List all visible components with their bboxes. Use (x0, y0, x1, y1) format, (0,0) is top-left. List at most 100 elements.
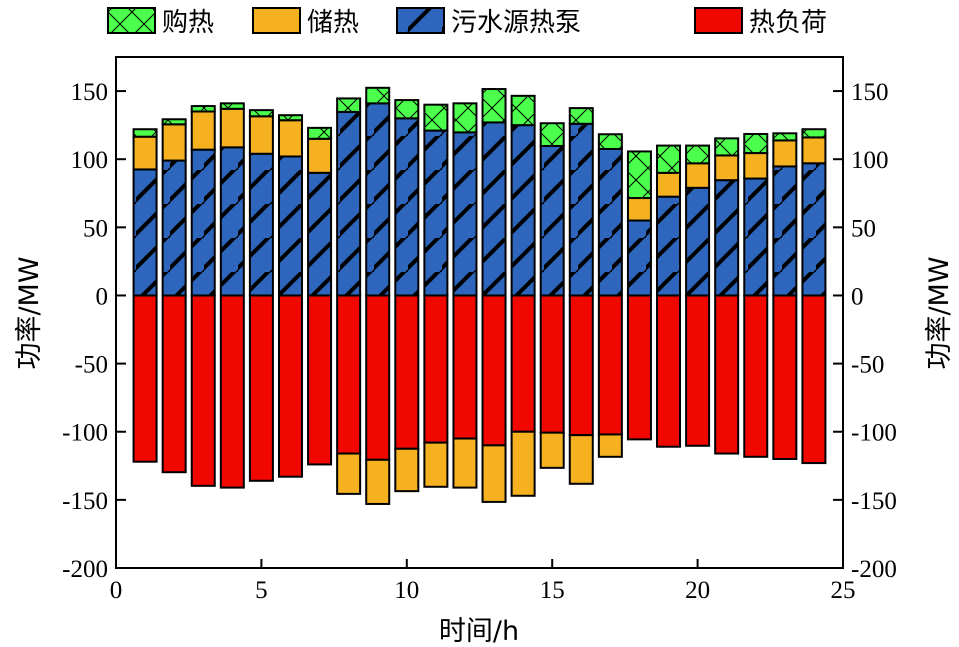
bar-storage-discharge (132, 135, 158, 171)
bar-heat-load (772, 294, 798, 460)
y-tick-label-right: -200 (851, 556, 897, 583)
bar-purchase (423, 103, 449, 132)
y-tick-label-left: -50 (75, 352, 108, 379)
legend-label: 购热 (162, 8, 214, 38)
bar-heat-pump (452, 131, 478, 297)
bar-heat-pump (190, 148, 216, 297)
legend-label: 热负荷 (749, 8, 827, 38)
bar-heat-pump (219, 146, 245, 297)
legend-label: 储热 (307, 8, 359, 38)
bar-purchase (307, 126, 333, 140)
y-tick-label-left: -200 (62, 556, 108, 583)
bar-heat-pump (539, 144, 565, 297)
bar-heat-load (365, 294, 391, 461)
bar-heat-load (452, 294, 478, 440)
bar-heat-pump (801, 162, 827, 297)
x-tick-label: 25 (831, 577, 856, 604)
bar-heat-pump (336, 110, 362, 297)
bar-heat-pump (568, 122, 594, 297)
bar-storage-charge (452, 437, 478, 489)
bar-storage-charge (568, 434, 594, 485)
bar-heat-load (394, 294, 420, 450)
legend: 购热 储热 污水源热泵 热负荷 (107, 7, 827, 38)
bar-purchase (248, 109, 274, 118)
y-tick-label-right: 150 (851, 79, 889, 106)
bar-heat-load (307, 294, 333, 466)
legend-swatch (252, 7, 301, 34)
y-tick-label-right: -150 (851, 488, 897, 515)
bar-purchase (481, 88, 507, 124)
bar-storage-discharge (248, 115, 274, 155)
bar-purchase (626, 150, 652, 200)
bar-heat-load (801, 294, 827, 465)
y-tick-label-right: 50 (851, 215, 876, 242)
y-axis-label-left: 功率/MW (14, 256, 45, 369)
x-tick-label: 10 (394, 577, 419, 604)
bar-heat-pump (597, 147, 623, 297)
bar-heat-load (132, 294, 158, 463)
bar-heat-pump (685, 186, 711, 297)
bar-heat-load (190, 294, 216, 487)
y-tick-label-left: 150 (71, 79, 109, 106)
bar-purchase (219, 102, 245, 110)
legend-swatch (694, 7, 743, 34)
bar-purchase (714, 137, 740, 157)
bar-heat-pump (248, 152, 274, 297)
bar-heat-pump (394, 117, 420, 297)
bar-purchase (568, 107, 594, 125)
bar-storage-discharge (277, 119, 303, 158)
bar-heat-load (481, 294, 507, 447)
bar-heat-pump (626, 219, 652, 297)
bar-heat-load (568, 294, 594, 437)
bar-heat-load (248, 294, 274, 482)
bar-storage-discharge (190, 110, 216, 151)
bar-purchase (161, 118, 187, 126)
x-tick-label: 20 (685, 577, 710, 604)
y-tick-label-left: -150 (62, 488, 108, 515)
bar-heat-pump (510, 124, 536, 297)
bar-purchase (510, 94, 536, 127)
bar-storage-charge (336, 452, 362, 495)
bar-purchase (597, 133, 623, 150)
legend-swatch (107, 7, 156, 34)
bar-storage-discharge (307, 137, 333, 174)
bar-heat-load (539, 294, 565, 434)
bar-heat-pump (277, 155, 303, 297)
legend-swatch (396, 7, 445, 34)
bar-heat-load (423, 294, 449, 444)
bar-heat-load (219, 294, 245, 489)
bar-purchase (452, 102, 478, 134)
y-tick-label-right: 0 (851, 283, 864, 310)
bar-purchase (685, 144, 711, 165)
bar-purchase (656, 144, 682, 174)
bar-heat-load (743, 294, 769, 458)
bar-heat-load (336, 294, 362, 455)
bar-storage-discharge (714, 154, 740, 182)
bar-heat-load (597, 294, 623, 436)
bar-heat-load (685, 294, 711, 447)
bars (132, 86, 827, 505)
bar-storage-discharge (626, 197, 652, 222)
legend-label: 污水源热泵 (451, 8, 581, 38)
bar-storage-discharge (772, 139, 798, 168)
axes: 0 5 10 15 20 25-200 -200-150 -150-100 -100-50 -50… (62, 56, 897, 604)
bar-purchase (336, 97, 362, 113)
bar-purchase (277, 114, 303, 122)
bar-heat-pump (365, 102, 391, 297)
x-tick-label: 0 (110, 577, 123, 604)
y-axis-label-right: 功率/MW (924, 256, 955, 369)
x-tick-label: 15 (540, 577, 565, 604)
bar-purchase (365, 86, 391, 105)
bar-heat-pump (132, 168, 158, 297)
bar-heat-load (277, 294, 303, 478)
bar-heat-pump (714, 179, 740, 297)
x-axis-label: 时间/h (439, 616, 519, 647)
bar-storage-discharge (685, 162, 711, 189)
bar-purchase (190, 105, 216, 113)
y-tick-label-right: 100 (851, 147, 889, 174)
bar-storage-charge (481, 444, 507, 503)
bar-storage-discharge (801, 136, 827, 165)
plot-frame (115, 56, 844, 569)
bar-heat-pump (656, 195, 682, 297)
